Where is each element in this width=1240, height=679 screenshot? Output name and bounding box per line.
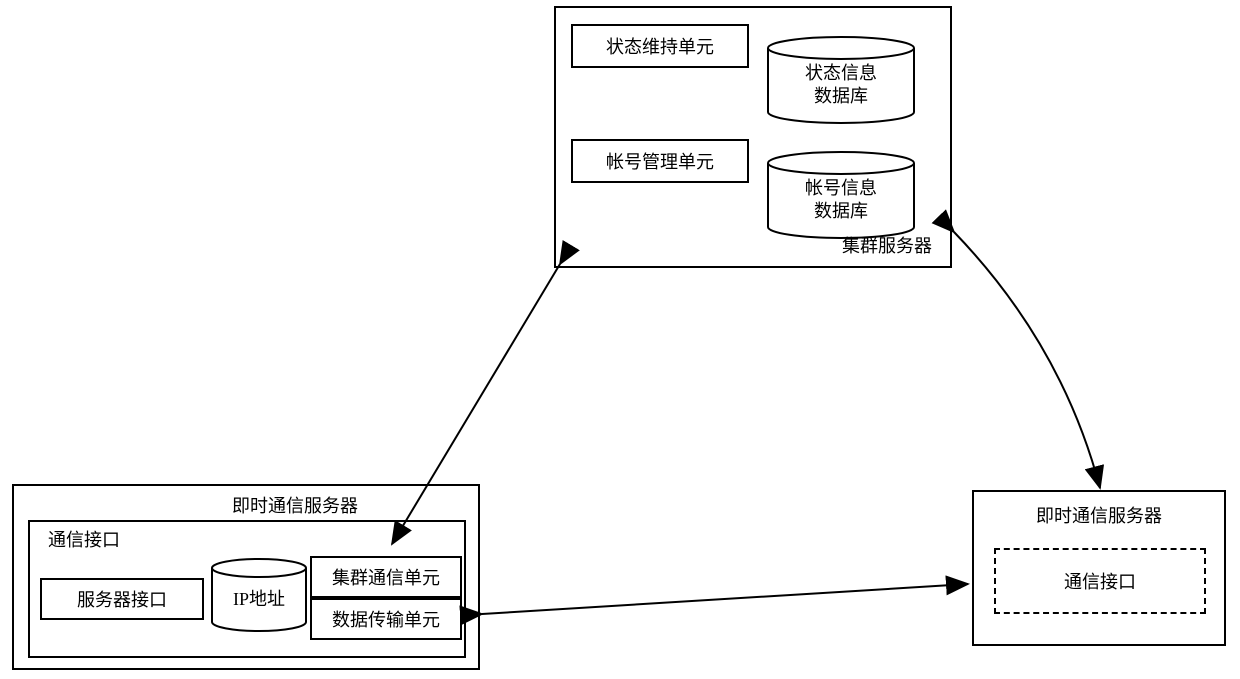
ip-db-cylinder: IP地址 <box>210 558 308 632</box>
state-db-line1: 状态信息 <box>805 63 877 83</box>
account-db-label: 帐号信息 数据库 <box>766 177 916 222</box>
cluster-server-label: 集群服务器 <box>842 232 932 258</box>
cluster-comm-unit-box: 集群通信单元 <box>310 556 462 598</box>
comm-interface-label: 通信接口 <box>48 526 120 552</box>
account-unit-box: 帐号管理单元 <box>571 139 749 183</box>
state-unit-label: 状态维持单元 <box>606 33 714 59</box>
im-server-left-label: 即时通信服务器 <box>232 492 358 518</box>
comm-interface-box: 通信接口 服务器接口 IP地址 集群通信单元 数据传输单元 <box>28 520 466 658</box>
state-unit-box: 状态维持单元 <box>571 24 749 68</box>
im-server-right-label: 即时通信服务器 <box>1036 502 1162 528</box>
ip-db-label: IP地址 <box>210 588 308 611</box>
account-unit-label: 帐号管理单元 <box>606 148 714 174</box>
server-interface-label: 服务器接口 <box>77 586 167 612</box>
account-db-line1: 帐号信息 <box>805 178 877 198</box>
state-db-label: 状态信息 数据库 <box>766 62 916 107</box>
comm-interface-right-label: 通信接口 <box>1064 568 1136 594</box>
cluster-comm-unit-label: 集群通信单元 <box>332 564 440 590</box>
edge-left-to-right <box>482 584 968 614</box>
data-transfer-unit-label: 数据传输单元 <box>332 606 440 632</box>
state-db-line2: 数据库 <box>814 86 868 106</box>
im-server-left-container: 即时通信服务器 通信接口 服务器接口 IP地址 集群通信单元 数据传输单元 <box>12 484 480 670</box>
account-db-line2: 数据库 <box>814 201 868 221</box>
edge-cluster-to-right <box>954 232 1100 488</box>
cluster-server-container: 状态维持单元 状态信息 数据库 帐号管理单元 帐号信息 数据库 集群服务器 <box>554 6 952 268</box>
account-db-cylinder: 帐号信息 数据库 <box>766 151 916 239</box>
im-server-right-container: 即时通信服务器 通信接口 <box>972 490 1226 646</box>
comm-interface-right-box: 通信接口 <box>994 548 1206 614</box>
state-db-cylinder: 状态信息 数据库 <box>766 36 916 124</box>
data-transfer-unit-box: 数据传输单元 <box>310 598 462 640</box>
server-interface-box: 服务器接口 <box>40 578 204 620</box>
